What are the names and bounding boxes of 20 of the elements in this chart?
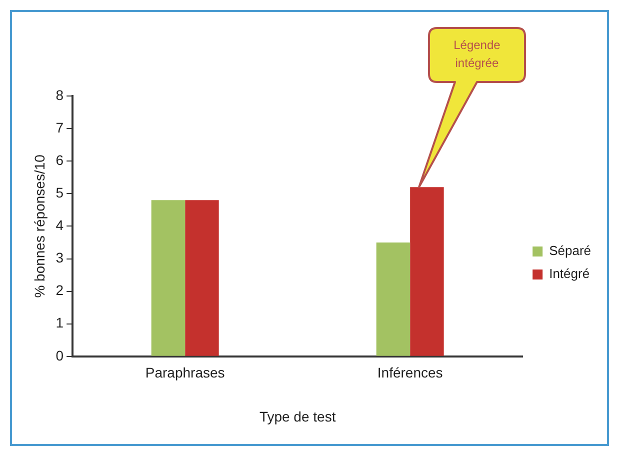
y-tick-label: 7 <box>56 119 64 136</box>
legend-label: Séparé <box>549 243 591 258</box>
y-tick-label: 0 <box>56 347 64 364</box>
y-tick-label: 5 <box>56 184 64 201</box>
y-tick-label: 3 <box>56 250 64 266</box>
bar <box>151 200 186 356</box>
bar <box>376 242 410 356</box>
x-tick-label: Paraphrases <box>145 364 225 381</box>
legend-label: Intégré <box>549 266 590 282</box>
speech-bubble: Légende intégrée <box>416 26 527 190</box>
y-tick-label: 4 <box>56 217 64 234</box>
y-tick-label: 8 <box>56 86 64 103</box>
x-tick-label: Inférences <box>377 364 443 381</box>
x-axis-title: Type de test <box>259 408 336 424</box>
bar <box>185 200 219 356</box>
y-tick-label: 2 <box>56 282 64 298</box>
y-tick-label: 1 <box>56 314 64 331</box>
y-axis-title: % bonnes réponses/10 <box>31 154 48 298</box>
bar <box>410 187 444 356</box>
y-tick-label: 6 <box>56 152 64 168</box>
